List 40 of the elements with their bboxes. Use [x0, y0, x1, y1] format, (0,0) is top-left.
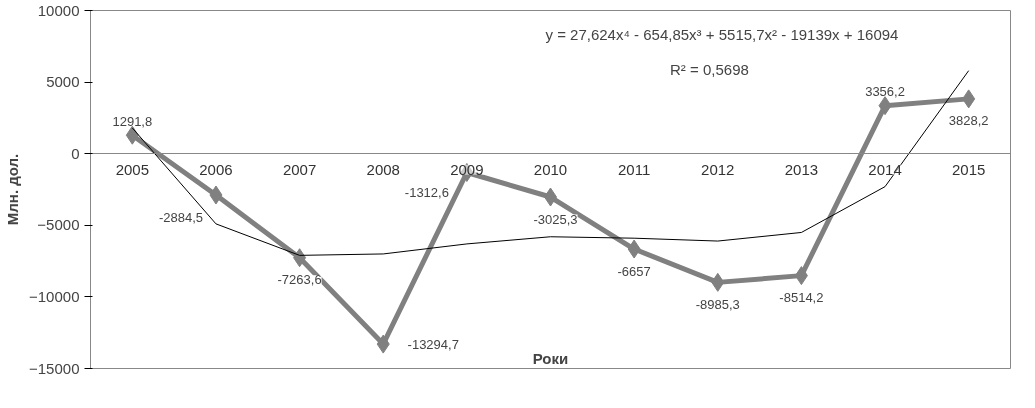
point — [627, 239, 641, 259]
y-tick-label: 10000 — [37, 1, 80, 19]
x-tick-label: 2006 — [199, 160, 233, 178]
data-label: 3356,2 — [865, 84, 905, 100]
annotation: R² = 0,5698 — [670, 60, 749, 78]
data-label: -8514,2 — [779, 290, 824, 306]
data-label: -7263,6 — [277, 272, 322, 288]
point — [376, 334, 390, 354]
y-tick-label: −5000 — [37, 216, 80, 234]
point — [711, 272, 725, 292]
point — [962, 89, 976, 109]
data-label: -3025,3 — [533, 211, 578, 227]
x-tick-label: 2013 — [784, 160, 819, 178]
data-label: 3828,2 — [948, 113, 989, 129]
data-label: -13294,7 — [407, 336, 459, 352]
y-tick-label: 5000 — [46, 73, 80, 91]
y-tick-label: −15000 — [29, 359, 80, 377]
x-tick-label: 2011 — [618, 160, 651, 178]
x-tick-label: 2010 — [533, 160, 568, 178]
x-tick-label: 2012 — [701, 160, 735, 178]
point — [209, 185, 223, 205]
y-tick-label: −10000 — [29, 287, 80, 305]
data-label: 1291,8 — [112, 113, 153, 129]
point — [293, 248, 307, 268]
x-axis-title: Роки — [532, 349, 569, 367]
x-tick-label: 2015 — [952, 160, 986, 178]
data-label: -1312,6 — [404, 185, 449, 200]
data-label: -6657 — [617, 263, 651, 279]
x-tick-label: 2009 — [450, 160, 484, 178]
x-tick-label: 2005 — [115, 160, 150, 178]
x-tick-label: 2008 — [366, 160, 400, 178]
point — [878, 96, 892, 116]
y-axis-title: Млн. дол. — [4, 153, 22, 226]
x-tick-label: 2007 — [282, 160, 317, 178]
point — [794, 266, 808, 286]
annotation: y = 27,624x⁴ - 654,85x³ + 5515,7x² - 19139x + 16094 — [545, 26, 899, 44]
data-label: -8985,3 — [695, 296, 740, 312]
y-tick-label: 0 — [71, 144, 80, 162]
data-label: -2884,5 — [158, 209, 203, 225]
x-tick-label: 2014 — [868, 160, 902, 178]
